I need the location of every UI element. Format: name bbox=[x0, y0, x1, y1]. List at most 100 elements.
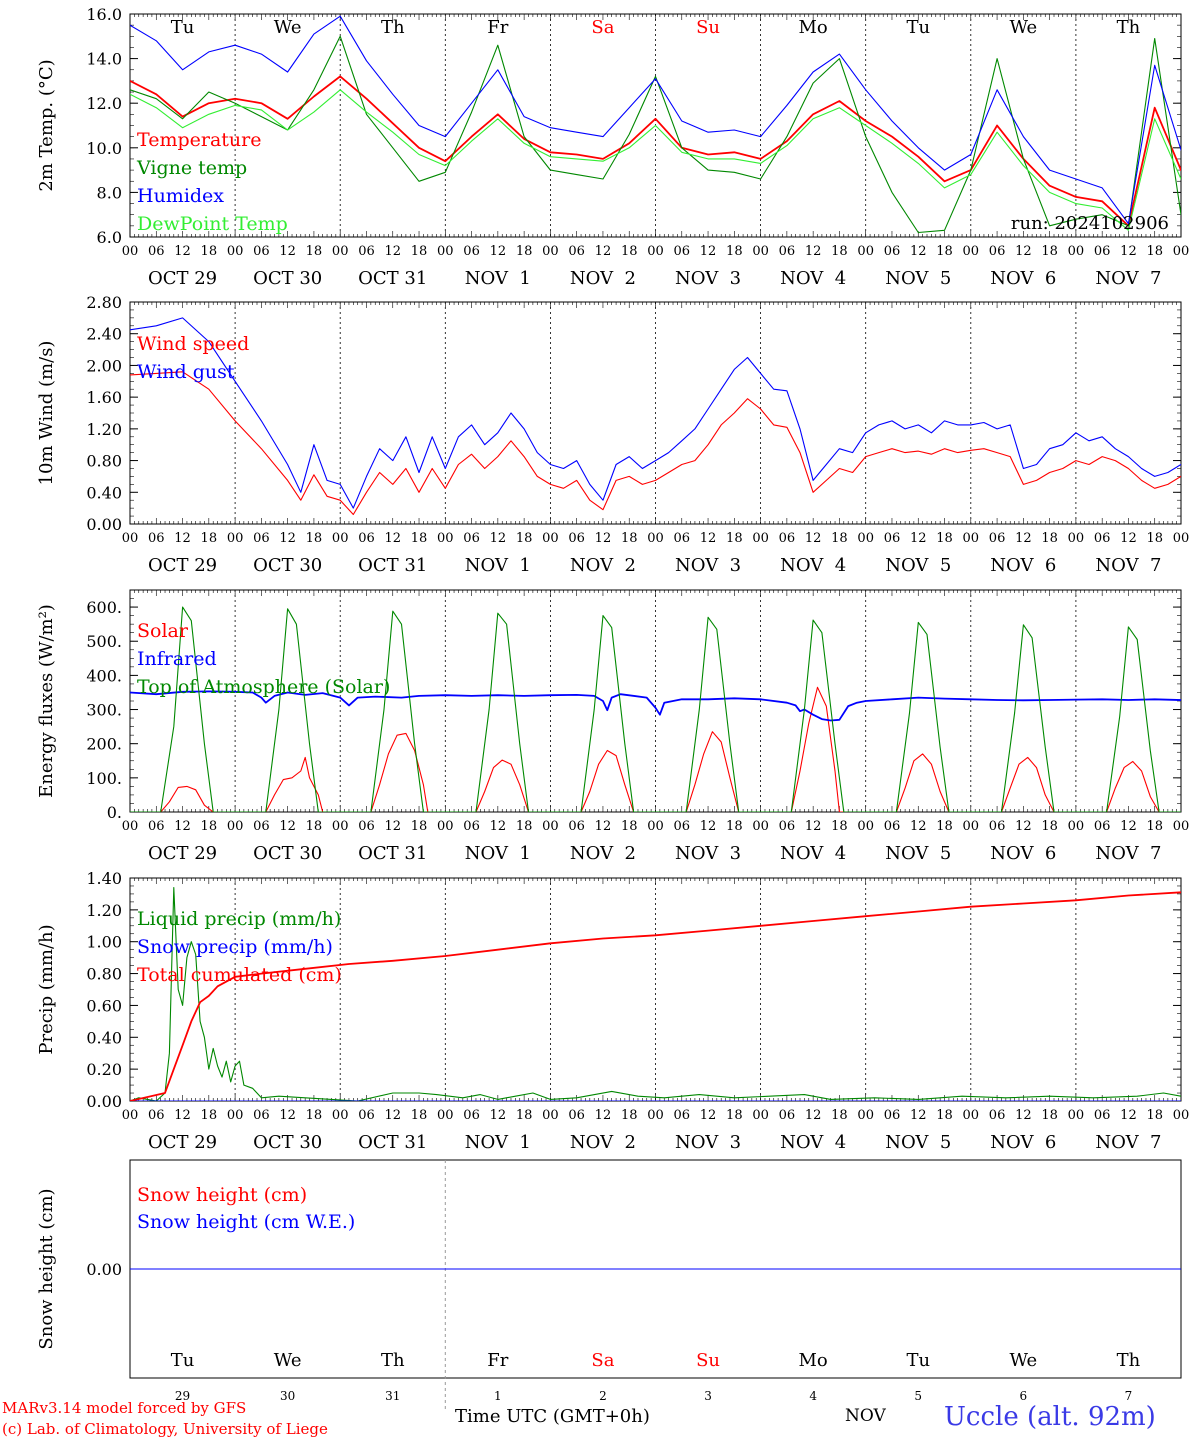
hour-label: 18 bbox=[411, 1108, 428, 1123]
hour-label: 12 bbox=[1015, 819, 1032, 834]
y-tick-label: 16.0 bbox=[86, 5, 122, 24]
hour-label: 06 bbox=[568, 1108, 585, 1123]
hour-label: 06 bbox=[358, 1108, 375, 1123]
date-label: NOV 1 bbox=[465, 268, 531, 289]
hour-label: 00 bbox=[1173, 1108, 1190, 1123]
hour-label: 12 bbox=[910, 819, 927, 834]
hour-label: 18 bbox=[201, 819, 218, 834]
hour-label: 00 bbox=[542, 531, 559, 546]
date-label: NOV 3 bbox=[675, 843, 741, 864]
hour-label: 00 bbox=[227, 244, 244, 259]
hour-label: 00 bbox=[122, 1108, 139, 1123]
y-tick-label: 1.40 bbox=[86, 869, 122, 888]
hour-label: 12 bbox=[490, 819, 507, 834]
date-label: OCT 29 bbox=[148, 555, 217, 576]
weekday-label: We bbox=[1010, 17, 1038, 38]
date-label: NOV 6 bbox=[990, 843, 1056, 864]
hour-label: 12 bbox=[279, 531, 296, 546]
date-label: NOV 5 bbox=[885, 268, 951, 289]
hour-label: 12 bbox=[805, 819, 822, 834]
weekday-label: Tu bbox=[171, 17, 195, 38]
date-label: OCT 31 bbox=[358, 1132, 427, 1153]
hour-label: 06 bbox=[779, 244, 796, 259]
weekday-label: Su bbox=[696, 1350, 720, 1371]
hour-label: 12 bbox=[910, 531, 927, 546]
hour-label: 00 bbox=[437, 531, 454, 546]
legend-entry: Snow height (cm) bbox=[137, 1184, 307, 1206]
weekday-label: Tu bbox=[171, 1350, 195, 1371]
hour-label: 06 bbox=[358, 244, 375, 259]
hour-label: 12 bbox=[805, 244, 822, 259]
hour-label: 12 bbox=[1015, 531, 1032, 546]
hour-label: 18 bbox=[1041, 244, 1058, 259]
date-label: NOV 7 bbox=[1095, 843, 1161, 864]
day-number-label: 4 bbox=[809, 1389, 817, 1403]
hour-label: 18 bbox=[516, 531, 533, 546]
weekday-label: Tu bbox=[906, 17, 930, 38]
hour-label: 00 bbox=[1173, 244, 1190, 259]
hour-label: 12 bbox=[490, 244, 507, 259]
hour-label: 18 bbox=[831, 1108, 848, 1123]
hour-label: 12 bbox=[1120, 1108, 1137, 1123]
date-label: OCT 30 bbox=[253, 1132, 322, 1153]
legend-entry: Vigne temp bbox=[136, 157, 247, 179]
hour-label: 12 bbox=[384, 1108, 401, 1123]
weekday-label: Th bbox=[1117, 1350, 1141, 1371]
hour-label: 12 bbox=[279, 1108, 296, 1123]
y-tick-label: 400. bbox=[86, 666, 122, 685]
hour-label: 00 bbox=[332, 244, 349, 259]
hour-label: 12 bbox=[1015, 244, 1032, 259]
date-label: NOV 2 bbox=[570, 1132, 636, 1153]
date-label: NOV 7 bbox=[1095, 555, 1161, 576]
hour-label: 06 bbox=[463, 1108, 480, 1123]
hour-label: 06 bbox=[779, 531, 796, 546]
weekday-label: Fr bbox=[487, 1350, 508, 1371]
hour-label: 06 bbox=[463, 244, 480, 259]
y-tick-label: 0.80 bbox=[86, 965, 122, 984]
day-number-label: 7 bbox=[1125, 1389, 1133, 1403]
hour-label: 12 bbox=[910, 1108, 927, 1123]
hour-label: 06 bbox=[989, 531, 1006, 546]
weekday-label: Mo bbox=[799, 1350, 828, 1371]
series-line-liquid-precip-mm-h- bbox=[130, 887, 1181, 1101]
date-label: NOV 3 bbox=[675, 268, 741, 289]
month-label: NOV bbox=[845, 1406, 886, 1426]
y-tick-label: 0. bbox=[107, 803, 122, 822]
hour-label: 00 bbox=[963, 531, 980, 546]
hour-label: 18 bbox=[726, 1108, 743, 1123]
hour-label: 06 bbox=[989, 819, 1006, 834]
hour-label: 18 bbox=[306, 1108, 323, 1123]
legend-entry: Solar bbox=[137, 620, 189, 642]
y-tick-label: 6.0 bbox=[97, 228, 122, 247]
hour-label: 18 bbox=[621, 1108, 638, 1123]
date-label: NOV 5 bbox=[885, 555, 951, 576]
hour-label: 00 bbox=[857, 1108, 874, 1123]
hour-label: 12 bbox=[174, 1108, 191, 1123]
model-credit-text: MARv3.14 model forced by GFS bbox=[2, 1399, 247, 1417]
hour-label: 06 bbox=[568, 244, 585, 259]
weekday-label: Th bbox=[1117, 17, 1141, 38]
hour-label: 00 bbox=[963, 1108, 980, 1123]
hour-label: 12 bbox=[384, 531, 401, 546]
hour-label: 18 bbox=[201, 1108, 218, 1123]
hour-label: 18 bbox=[201, 531, 218, 546]
run-annotation: run: 2024102906 bbox=[1011, 213, 1169, 234]
date-label: NOV 2 bbox=[570, 843, 636, 864]
hour-label: 06 bbox=[358, 531, 375, 546]
day-number-label: 31 bbox=[385, 1389, 400, 1403]
weekday-label: Su bbox=[696, 17, 720, 38]
y-tick-label: 200. bbox=[86, 735, 122, 754]
hour-label: 00 bbox=[1173, 531, 1190, 546]
hour-label: 06 bbox=[674, 531, 691, 546]
y-tick-label: 300. bbox=[86, 701, 122, 720]
hour-label: 06 bbox=[148, 1108, 165, 1123]
y-tick-label: 10.0 bbox=[86, 139, 122, 158]
y-tick-label: 0.00 bbox=[86, 1260, 122, 1279]
hour-label: 06 bbox=[674, 244, 691, 259]
hour-label: 00 bbox=[647, 244, 664, 259]
date-label: OCT 31 bbox=[358, 843, 427, 864]
y-axis-title: Precip (mm/h) bbox=[36, 924, 57, 1054]
y-tick-label: 2.40 bbox=[86, 325, 122, 344]
series-line-wind-gust bbox=[130, 317, 1181, 509]
